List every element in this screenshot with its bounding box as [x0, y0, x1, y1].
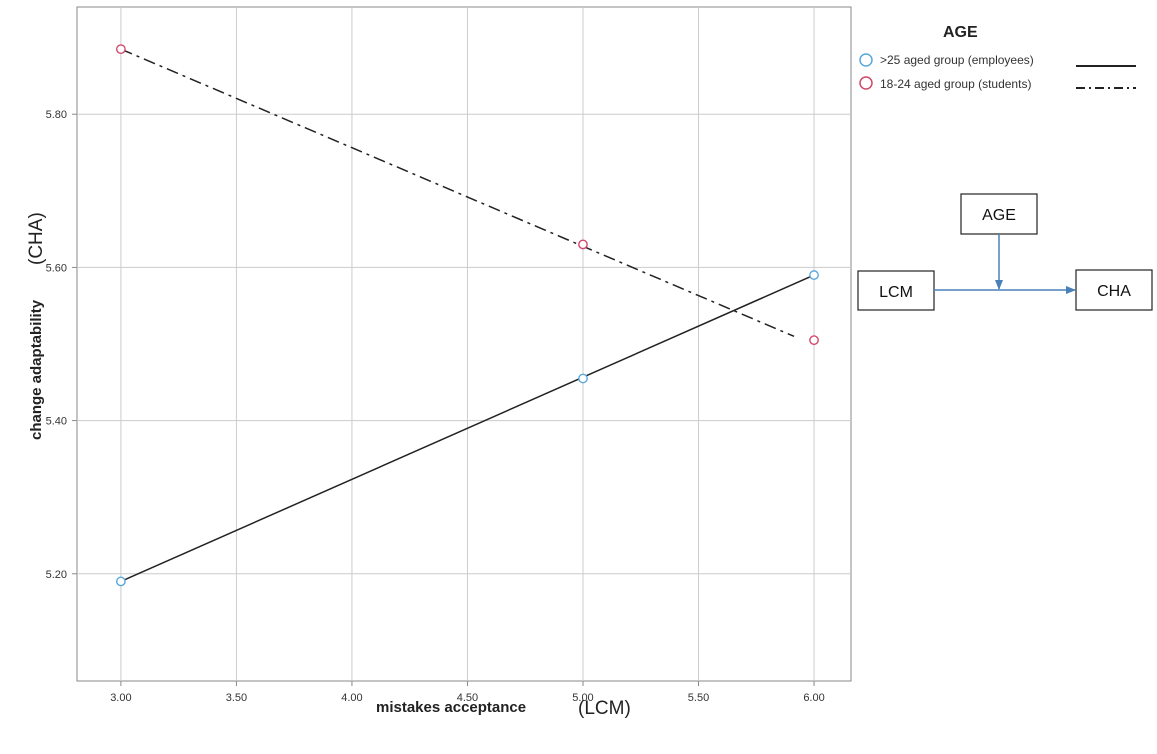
data-point-employees [809, 270, 819, 280]
y-axis-title: change adaptability [28, 299, 45, 440]
x-tick-label: 3.50 [226, 692, 247, 704]
x-axis-title-suffix: (LCM) [578, 698, 631, 719]
data-point-employees [115, 576, 126, 587]
moderator-box [960, 193, 1038, 235]
grid [77, 7, 851, 681]
data-point-students [578, 239, 588, 250]
plot-area [76, 6, 852, 682]
predictor-label: LCM [879, 284, 913, 301]
x-axis: 3.00 3.50 4.00 4.50 5.00 5.50 6.00 [110, 681, 825, 704]
y-tick-label: 5.80 [46, 109, 67, 121]
outcome-box [1075, 269, 1153, 311]
y-axis-title-suffix: (CHA) [26, 212, 47, 265]
x-tick-label: 4.50 [457, 692, 478, 704]
y-tick-label: 5.20 [46, 569, 67, 581]
y-tick-label: 5.60 [46, 262, 67, 274]
x-tick-label: 5.50 [688, 692, 709, 704]
data-point-students [809, 335, 819, 346]
series-line-employees [120, 274, 815, 583]
legend-marker-students [859, 76, 873, 90]
data-point-students [115, 44, 126, 55]
x-tick-label: 4.00 [341, 692, 362, 704]
data-point-employees [578, 373, 588, 384]
y-tick-label: 5.40 [46, 416, 67, 428]
predictor-box [857, 270, 935, 311]
moderation-diagram: AGE LCM CHA [857, 193, 1153, 311]
x-tick-label: 6.00 [803, 692, 824, 704]
moderator-label: AGE [982, 207, 1016, 224]
x-tick-label: 5.00 [572, 692, 593, 704]
x-axis-title: mistakes acceptance [376, 699, 526, 716]
outcome-label: CHA [1097, 283, 1131, 300]
legend: AGE >25 aged group (employees) 18-24 age… [859, 24, 1136, 91]
legend-marker-employees [859, 53, 873, 67]
legend-label-students: 18-24 aged group (students) [880, 77, 1031, 91]
x-tick-label: 3.00 [110, 692, 131, 704]
y-axis: 5.20 5.40 5.60 5.80 [46, 109, 77, 581]
series-layer [115, 44, 819, 587]
legend-label-employees: >25 aged group (employees) [880, 53, 1034, 67]
series-line-students [120, 48, 795, 338]
legend-title: AGE [943, 24, 978, 41]
